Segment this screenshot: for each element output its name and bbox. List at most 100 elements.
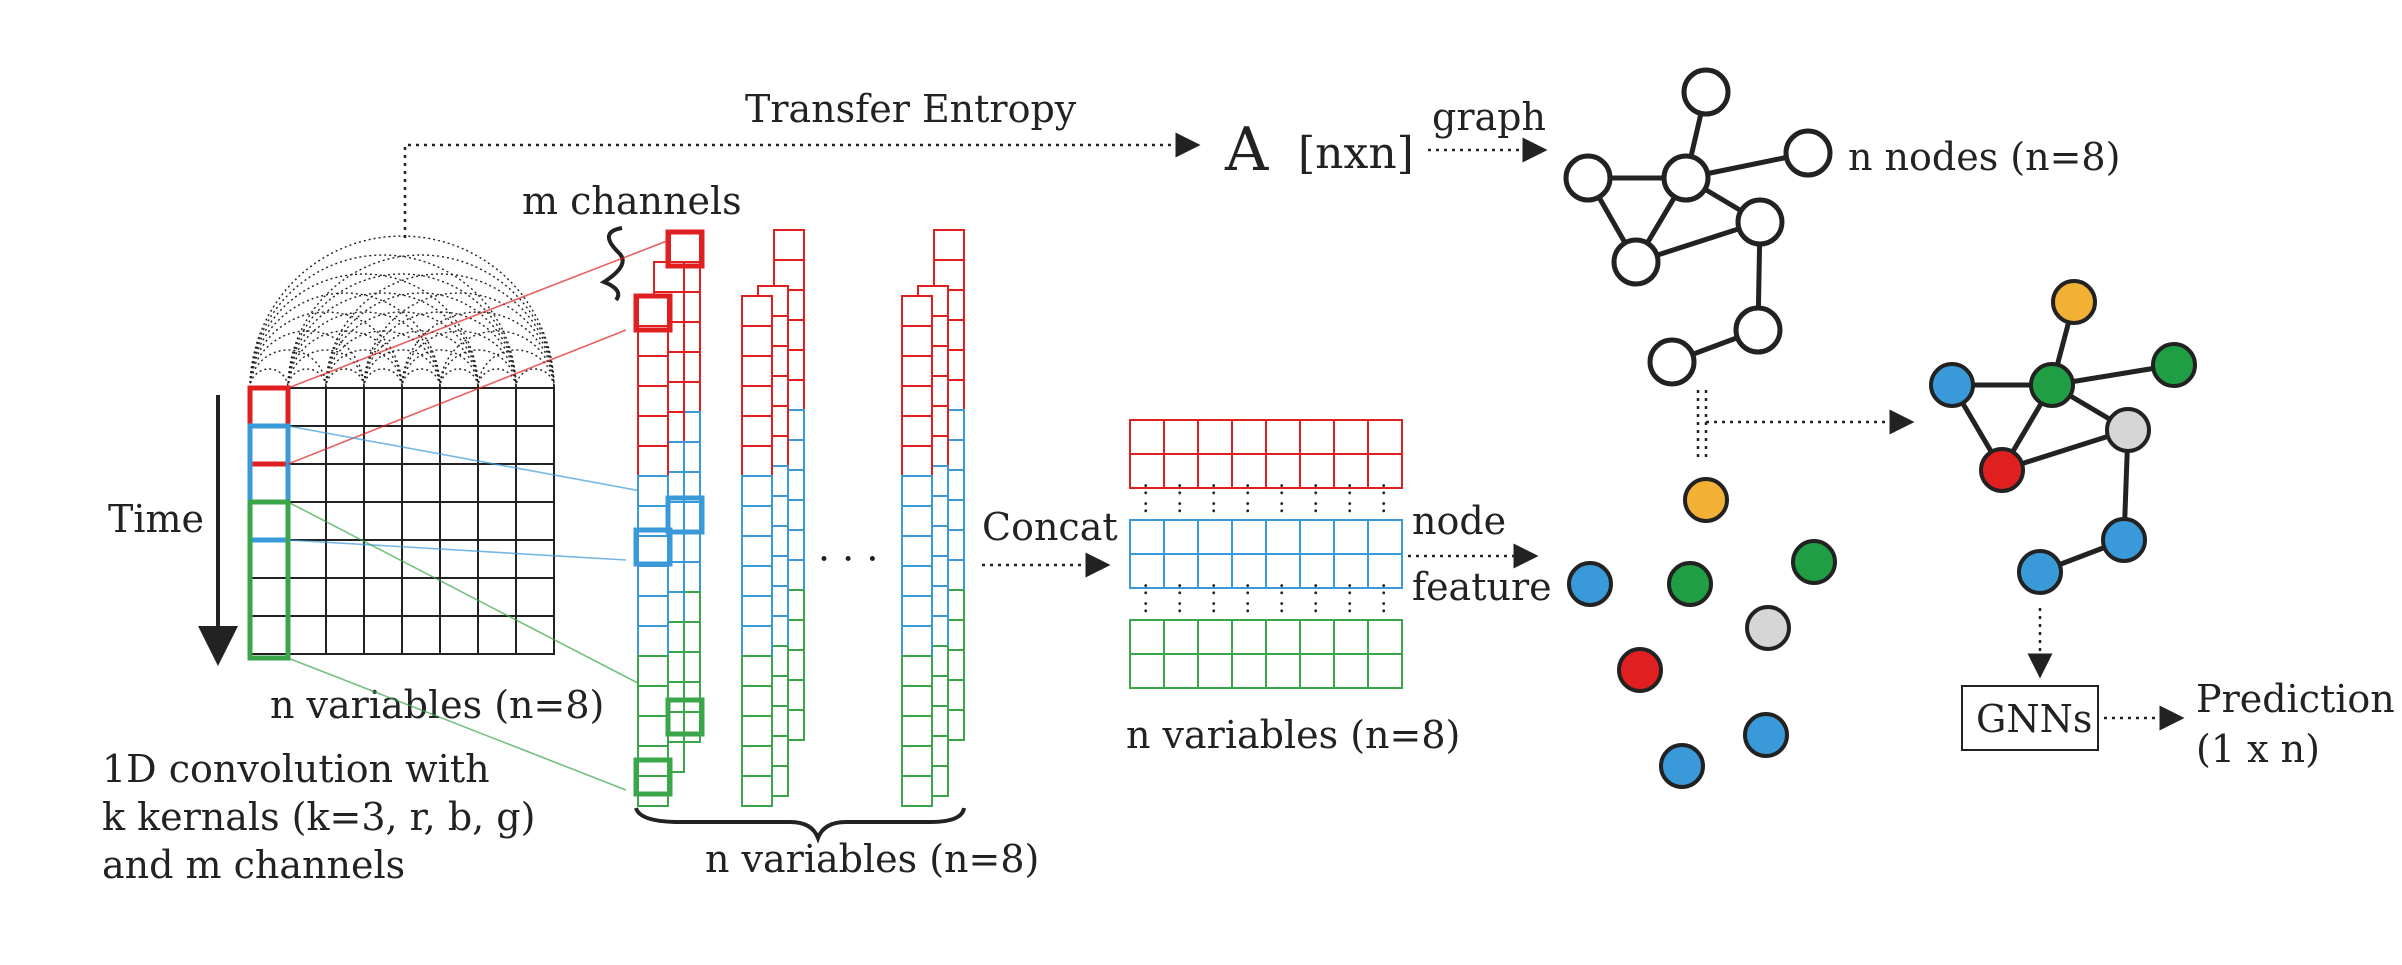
channel-cell	[637, 445, 669, 477]
feature-cell	[1333, 619, 1369, 655]
grid-cell	[249, 615, 289, 655]
channel-cell	[901, 775, 933, 807]
grid-cell	[401, 387, 441, 427]
te-arc	[325, 292, 517, 389]
dots: :	[1380, 493, 1387, 518]
grid-cell	[249, 539, 289, 579]
dots: :	[1176, 493, 1183, 518]
channel-cell	[901, 655, 933, 687]
feature-cell	[1367, 653, 1403, 689]
channel-cell	[637, 295, 669, 327]
grid-cell	[287, 615, 327, 655]
feature-node-blue	[1659, 743, 1705, 789]
features-n-variables-label: n variables (n=8)	[1126, 713, 1460, 757]
te-arc	[401, 349, 479, 389]
feature-cell	[1333, 519, 1369, 555]
graph-node	[1611, 237, 1661, 287]
m-channels-label: m channels	[522, 179, 742, 223]
te-arc	[439, 349, 517, 389]
colored-graph	[1929, 279, 2197, 595]
prediction-label: Prediction	[2196, 677, 2395, 721]
n-nodes-label: n nodes (n=8)	[1848, 135, 2120, 179]
n-variables-brace	[634, 807, 966, 844]
te-arc	[401, 330, 517, 389]
channel-cell	[901, 625, 933, 657]
feature-label: feature	[1412, 565, 1552, 609]
conv-desc-line1: 1D convolution with	[102, 747, 490, 791]
graph-node-blue	[2101, 517, 2147, 563]
dots: :	[1142, 593, 1149, 618]
feature-cell	[1129, 519, 1165, 555]
graph-node-blue	[1929, 362, 1975, 408]
channel-cell	[637, 715, 669, 747]
feature-cell	[1367, 453, 1403, 489]
kernel-boxes	[247, 385, 291, 661]
prediction-dim-label: (1 x n)	[2196, 727, 2320, 771]
dots: :	[1210, 593, 1217, 618]
grid-cell	[515, 425, 555, 465]
grid-cell	[439, 425, 479, 465]
te-arc	[477, 368, 517, 389]
te-arc	[439, 330, 555, 389]
grid-n-variables-label: n variables (n=8)	[270, 683, 604, 727]
dots: :	[1244, 475, 1251, 500]
channel-cell	[741, 655, 773, 687]
dots: :	[1142, 493, 1149, 518]
grid-cell	[439, 615, 479, 655]
feature-cell	[1231, 653, 1267, 689]
dots: :	[1346, 493, 1353, 518]
grid-cell	[401, 425, 441, 465]
dots: :	[1380, 593, 1387, 618]
channel-cell	[901, 685, 933, 717]
feature-matrices: ::::::::::::::::::::::::::::::::	[1129, 419, 1403, 689]
feature-cell	[1299, 619, 1335, 655]
concat-label: Concat	[982, 505, 1118, 549]
dots: :	[1210, 575, 1217, 600]
connector-line	[287, 329, 627, 465]
feature-cell	[1265, 419, 1301, 455]
channel-cell	[901, 355, 933, 387]
channel-cell	[741, 505, 773, 537]
feature-cell	[1197, 619, 1233, 655]
feature-cell	[1265, 619, 1301, 655]
grid-cell	[401, 577, 441, 617]
te-arc	[363, 349, 441, 389]
connector-line	[287, 501, 691, 711]
channel-cell	[637, 655, 669, 687]
adjacency-dim: [nxn]	[1298, 128, 1414, 179]
feature-node-gray	[1745, 605, 1791, 651]
te-arc	[249, 330, 365, 389]
channel-cell	[901, 475, 933, 507]
graph-node	[1733, 305, 1783, 355]
grid-cell	[515, 577, 555, 617]
te-arc	[363, 292, 555, 389]
dots: :	[1380, 575, 1387, 600]
dots: :	[1278, 575, 1285, 600]
feature-cell	[1197, 653, 1233, 689]
connector-line	[287, 231, 691, 389]
channel-cell	[901, 595, 933, 627]
grid-cell	[249, 501, 289, 541]
kernel-blue	[247, 423, 291, 543]
grid-cell	[249, 387, 289, 427]
channel-cell	[741, 535, 773, 567]
feature-node-yellow	[1683, 477, 1729, 523]
dots: :	[1278, 493, 1285, 518]
channel-cell	[637, 685, 669, 717]
graph-node	[1735, 197, 1785, 247]
grid-cell	[287, 539, 327, 579]
channel-cell	[637, 355, 669, 387]
grid-cell	[477, 501, 517, 541]
gnns-label: GNNs	[1976, 697, 2092, 741]
grid-cell	[401, 463, 441, 503]
kernel-highlight	[633, 757, 673, 797]
merge-connector	[1696, 390, 1915, 460]
channel-connector-lines	[287, 231, 691, 791]
kernel-highlight	[633, 293, 673, 333]
channel-cell	[901, 385, 933, 417]
colored-graph-nodes	[1929, 279, 2197, 595]
dots: :	[1210, 493, 1217, 518]
grid-cell	[401, 615, 441, 655]
te-arc	[325, 330, 441, 389]
